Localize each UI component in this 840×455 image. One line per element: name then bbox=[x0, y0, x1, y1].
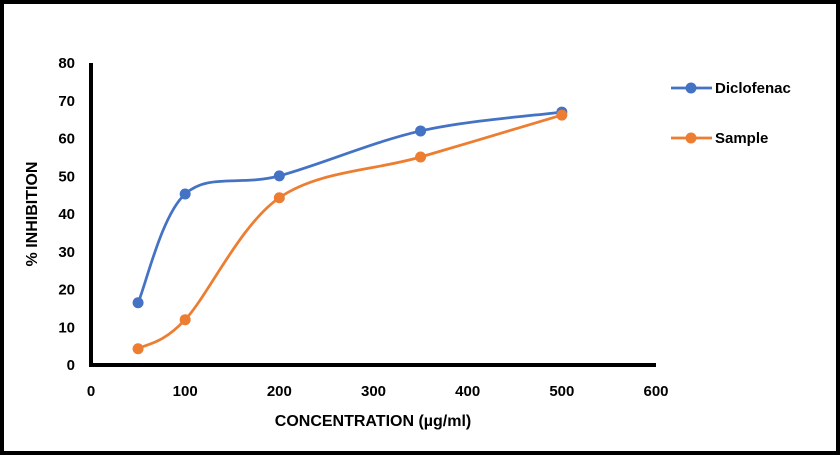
plot-area bbox=[89, 63, 656, 367]
y-tick-label: 0 bbox=[67, 357, 75, 374]
legend: Diclofenac Sample bbox=[671, 80, 791, 147]
legend-item-sample: Sample bbox=[671, 130, 768, 147]
x-tick-label: 600 bbox=[643, 383, 668, 400]
sample-point-500 bbox=[556, 109, 568, 121]
x-tick-label: 0 bbox=[87, 383, 95, 400]
legend-label: Sample bbox=[715, 130, 768, 147]
x-tick-label: 200 bbox=[267, 383, 292, 400]
y-tick-label: 20 bbox=[58, 282, 75, 299]
x-axis-ticks: 0 100 200 300 400 500 600 bbox=[87, 383, 669, 400]
y-tick-label: 50 bbox=[58, 168, 75, 185]
x-tick-label: 400 bbox=[455, 383, 480, 400]
sample-point-50 bbox=[132, 343, 144, 355]
diclofenac-point-350 bbox=[415, 125, 427, 137]
x-tick-label: 100 bbox=[173, 383, 198, 400]
series-sample bbox=[132, 109, 568, 355]
y-axis-title: % INHIBITION bbox=[24, 162, 41, 267]
series-diclofenac bbox=[132, 106, 568, 309]
x-tick-label: 300 bbox=[361, 383, 386, 400]
y-axis-ticks: 0 10 20 30 40 50 60 70 80 bbox=[58, 55, 75, 374]
y-tick-label: 70 bbox=[58, 93, 75, 110]
sample-point-100 bbox=[179, 314, 191, 326]
y-tick-label: 40 bbox=[58, 206, 75, 223]
y-tick-label: 30 bbox=[58, 244, 75, 261]
diclofenac-line bbox=[136, 110, 564, 305]
legend-label: Diclofenac bbox=[715, 80, 791, 97]
sample-point-200 bbox=[273, 192, 285, 204]
x-tick-label: 500 bbox=[549, 383, 574, 400]
legend-item-diclofenac: Diclofenac bbox=[671, 80, 791, 97]
diclofenac-point-100 bbox=[179, 188, 191, 200]
y-tick-label: 60 bbox=[58, 131, 75, 148]
y-tick-label: 10 bbox=[58, 319, 75, 336]
diclofenac-point-200 bbox=[273, 170, 285, 182]
diclofenac-legend-marker bbox=[685, 82, 697, 94]
x-axis-title: CONCENTRATION (µg/ml) bbox=[275, 413, 471, 430]
sample-line bbox=[136, 113, 564, 351]
y-tick-label: 80 bbox=[58, 55, 75, 72]
sample-legend-marker bbox=[685, 132, 697, 144]
sample-point-350 bbox=[415, 151, 427, 163]
diclofenac-point-50 bbox=[132, 297, 144, 309]
